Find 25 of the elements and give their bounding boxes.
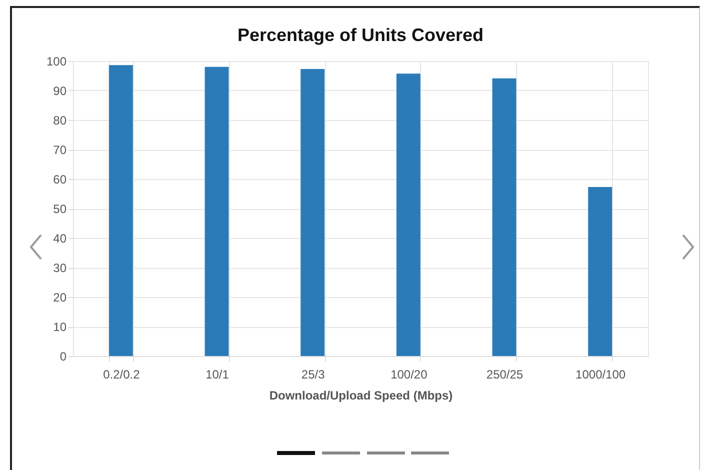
y-tick-label: 10 (53, 320, 67, 334)
x-tick-label: 100/20 (390, 368, 428, 382)
bar (588, 186, 612, 356)
y-tick-label: 70 (53, 143, 67, 157)
chart-title: Percentage of Units Covered (237, 25, 484, 45)
bar (396, 74, 420, 356)
bar (300, 68, 325, 356)
y-tick-label: 0 (60, 350, 67, 364)
y-tick-label: 40 (53, 232, 67, 246)
y-tick-label: 90 (53, 84, 67, 98)
x-tick-label: 10/1 (206, 368, 230, 382)
y-tick-label: 100 (46, 54, 67, 68)
x-tick-label: 0.2/0.2 (103, 368, 140, 382)
bar (204, 66, 229, 356)
y-tick-label: 50 (53, 202, 67, 216)
y-tick-label: 20 (53, 290, 67, 304)
bar (492, 78, 516, 356)
y-tick-label: 30 (53, 261, 67, 275)
y-tick-label: 60 (53, 172, 67, 186)
x-tick-label: 1000/100 (576, 368, 626, 382)
x-axis-title: Download/Upload Speed (Mbps) (269, 388, 453, 402)
x-tick-label: 25/3 (301, 368, 326, 382)
bar (108, 65, 133, 356)
x-tick-label: 250/25 (486, 368, 524, 382)
y-tick-label: 80 (53, 114, 67, 128)
